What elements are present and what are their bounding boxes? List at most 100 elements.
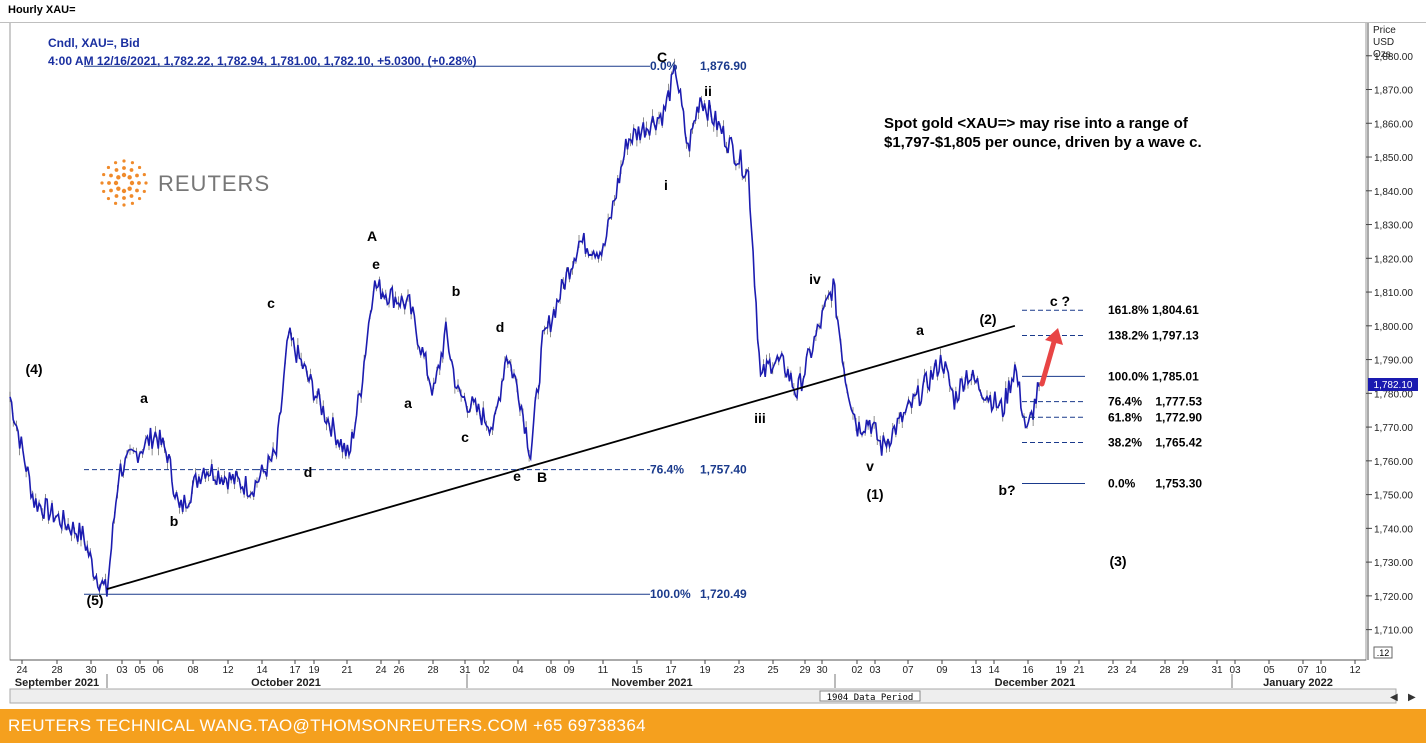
x-tick-label: 30 xyxy=(85,665,97,676)
y-tick-label: 1,780.00 xyxy=(1374,389,1413,400)
x-tick-label: 16 xyxy=(1022,665,1034,676)
x-tick-label: 13 xyxy=(970,665,982,676)
logo-dot xyxy=(129,168,134,172)
y-tick-label: 1,770.00 xyxy=(1374,423,1413,434)
logo-dot xyxy=(122,166,126,170)
x-tick-label: 29 xyxy=(1177,665,1189,676)
x-tick-label: 17 xyxy=(665,665,677,676)
fib-right-label: 38.2% 1,765.42 xyxy=(1108,436,1202,450)
logo-dot xyxy=(144,181,148,185)
scroll-right-icon: ▶ xyxy=(1408,692,1416,703)
x-tick-label: 06 xyxy=(152,665,164,676)
reuters-logo xyxy=(100,159,148,207)
x-tick-label: 28 xyxy=(51,665,63,676)
logo-dot xyxy=(135,173,139,178)
x-tick-label: 12 xyxy=(222,665,234,676)
title-bar: Hourly XAU= xyxy=(0,0,1426,23)
logo-dot xyxy=(109,188,113,193)
x-tick-label: 08 xyxy=(545,665,557,676)
wave-label: c xyxy=(267,295,275,311)
wave-label: b xyxy=(170,513,179,529)
x-tick-label: 17 xyxy=(289,665,301,676)
x-tick-label: 30 xyxy=(816,665,828,676)
x-tick-label: 09 xyxy=(563,665,575,676)
logo-dot xyxy=(106,165,111,170)
footer-text: REUTERS TECHNICAL WANG.TAO@THOMSONREUTER… xyxy=(8,716,646,735)
y-tick-label: 1,860.00 xyxy=(1374,119,1413,130)
fib-left-pct: 0.0% xyxy=(650,59,678,73)
wave-label: iv xyxy=(809,271,821,287)
x-tick-label: 07 xyxy=(1297,665,1309,676)
logo-dot xyxy=(100,181,104,185)
x-tick-label: 05 xyxy=(134,665,146,676)
logo-dot xyxy=(109,173,113,178)
wave-label: ii xyxy=(704,83,712,99)
wave-label: c ? xyxy=(1050,293,1070,309)
logo-text: REUTERS xyxy=(158,171,270,196)
fib-right-label: 138.2% 1,797.13 xyxy=(1108,328,1199,342)
fib-left-value: 1,720.49 xyxy=(700,587,747,601)
x-tick-label: 03 xyxy=(116,665,128,676)
wave-label: e xyxy=(513,468,521,484)
arrow-shaft xyxy=(1039,339,1057,387)
wave-label: B xyxy=(537,469,547,485)
wave-label: i xyxy=(664,177,668,193)
fib-left-value: 1,757.40 xyxy=(700,463,747,477)
wave-label: (2) xyxy=(979,311,996,327)
fib-right-label: 76.4% 1,777.53 xyxy=(1108,395,1202,409)
x-tick-label: 09 xyxy=(936,665,948,676)
x-tick-label: 10 xyxy=(1315,665,1327,676)
scale-box xyxy=(1373,646,1393,659)
logo-dot xyxy=(122,196,126,200)
x-tick-label: 31 xyxy=(459,665,471,676)
logo-dot xyxy=(122,203,126,207)
logo-dot xyxy=(137,196,142,201)
x-tick-label: 25 xyxy=(767,665,779,676)
logo-dot xyxy=(113,161,118,165)
x-tick-label: 23 xyxy=(733,665,745,676)
logo-dot xyxy=(130,201,135,205)
wave-label: e xyxy=(372,256,380,272)
x-tick-label: 21 xyxy=(341,665,353,676)
wave-label: iii xyxy=(754,410,766,426)
logo-dot xyxy=(102,189,106,194)
month-label: September 2021 xyxy=(15,677,99,689)
wave-label: (5) xyxy=(86,592,103,608)
fib-right-label: 61.8% 1,772.90 xyxy=(1108,410,1202,424)
logo-dot xyxy=(121,188,127,194)
x-tick-label: 02 xyxy=(478,665,490,676)
logo-dot xyxy=(114,168,119,172)
x-tick-label: 31 xyxy=(1211,665,1223,676)
logo-dot xyxy=(113,201,118,205)
month-label: December 2021 xyxy=(995,677,1076,689)
wave-label: (4) xyxy=(25,361,42,377)
fib-left-value: 1,876.90 xyxy=(700,59,747,73)
annotation-line-2: $1,797-$1,805 per ounce, driven by a wav… xyxy=(884,134,1202,151)
x-tick-label: 08 xyxy=(187,665,199,676)
trendline xyxy=(106,324,1016,590)
wave-label: (1) xyxy=(866,486,883,502)
logo-dot xyxy=(142,172,146,177)
y-tick-label: 1,800.00 xyxy=(1374,322,1413,333)
logo-dot xyxy=(121,172,127,178)
fib-left-pct: 76.4% xyxy=(650,463,684,477)
logo-dot xyxy=(107,181,111,185)
y-tick-label: 1,850.00 xyxy=(1374,153,1413,164)
fib-right-label: 100.0% 1,785.01 xyxy=(1108,369,1199,383)
logo-dot xyxy=(122,159,126,163)
month-label: November 2021 xyxy=(611,677,692,689)
x-tick-label: 24 xyxy=(16,665,28,676)
x-tick-label: 24 xyxy=(375,665,387,676)
current-price-label: 1,782.10 xyxy=(1374,380,1413,391)
y-tick-label: 1,880.00 xyxy=(1374,52,1413,63)
wave-label: (3) xyxy=(1109,553,1126,569)
data-period-box xyxy=(819,690,921,702)
y-tick-label: 1,740.00 xyxy=(1374,524,1413,535)
wave-label: a xyxy=(916,322,924,338)
x-tick-label: 02 xyxy=(851,665,863,676)
wave-label: a xyxy=(140,390,148,406)
wave-label: c xyxy=(461,429,469,445)
y-tick-label: 1,870.00 xyxy=(1374,86,1413,97)
y-tick-label: 1,730.00 xyxy=(1374,558,1413,569)
